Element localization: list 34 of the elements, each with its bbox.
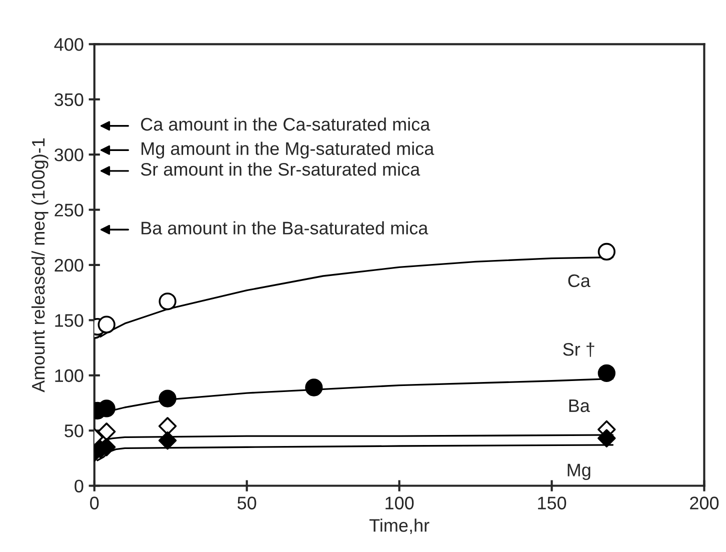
series-label: Mg <box>568 464 590 480</box>
series-label: Sr † <box>563 342 594 357</box>
annotation: Mg amount in the Mg-saturated mica <box>142 142 434 159</box>
x-tick-label: 200 <box>690 496 719 510</box>
point <box>598 364 616 382</box>
y-tick-label: 200 <box>54 258 84 272</box>
y-axis-title: Amount released/ meq (100g)-1 <box>31 138 48 392</box>
point <box>158 417 177 436</box>
point <box>598 429 616 448</box>
series-label: Ba <box>569 399 590 412</box>
x-tick-label: 100 <box>386 496 414 510</box>
y-tick-label: 350 <box>54 93 84 106</box>
y-tick-label: 100 <box>55 369 84 382</box>
series-label: Ca <box>568 274 590 288</box>
y-tick-label: 150 <box>55 314 84 327</box>
annotation: Sr amount in the Sr-saturated mica <box>140 162 420 176</box>
annotation: Ba amount in the Ba-saturated mica <box>142 221 428 234</box>
x-tick-label: 0 <box>90 496 99 510</box>
y-tick-label: 250 <box>54 204 84 216</box>
point <box>97 422 116 441</box>
point <box>98 316 116 334</box>
y-tick-label: 50 <box>64 424 84 438</box>
point <box>598 242 616 261</box>
point <box>158 431 177 450</box>
x-tick-label: 150 <box>538 496 566 510</box>
x-axis-title: Time,hr <box>369 518 430 534</box>
y-tick-label: 400 <box>54 38 84 51</box>
y-tick-label: 300 <box>54 148 84 162</box>
annotation: Ca amount in the Ca-saturated mica <box>141 117 430 131</box>
point <box>158 390 176 408</box>
point <box>158 292 176 310</box>
point <box>305 378 323 396</box>
y-tick-label: 0 <box>74 480 84 492</box>
x-tick-label: 50 <box>238 496 256 510</box>
